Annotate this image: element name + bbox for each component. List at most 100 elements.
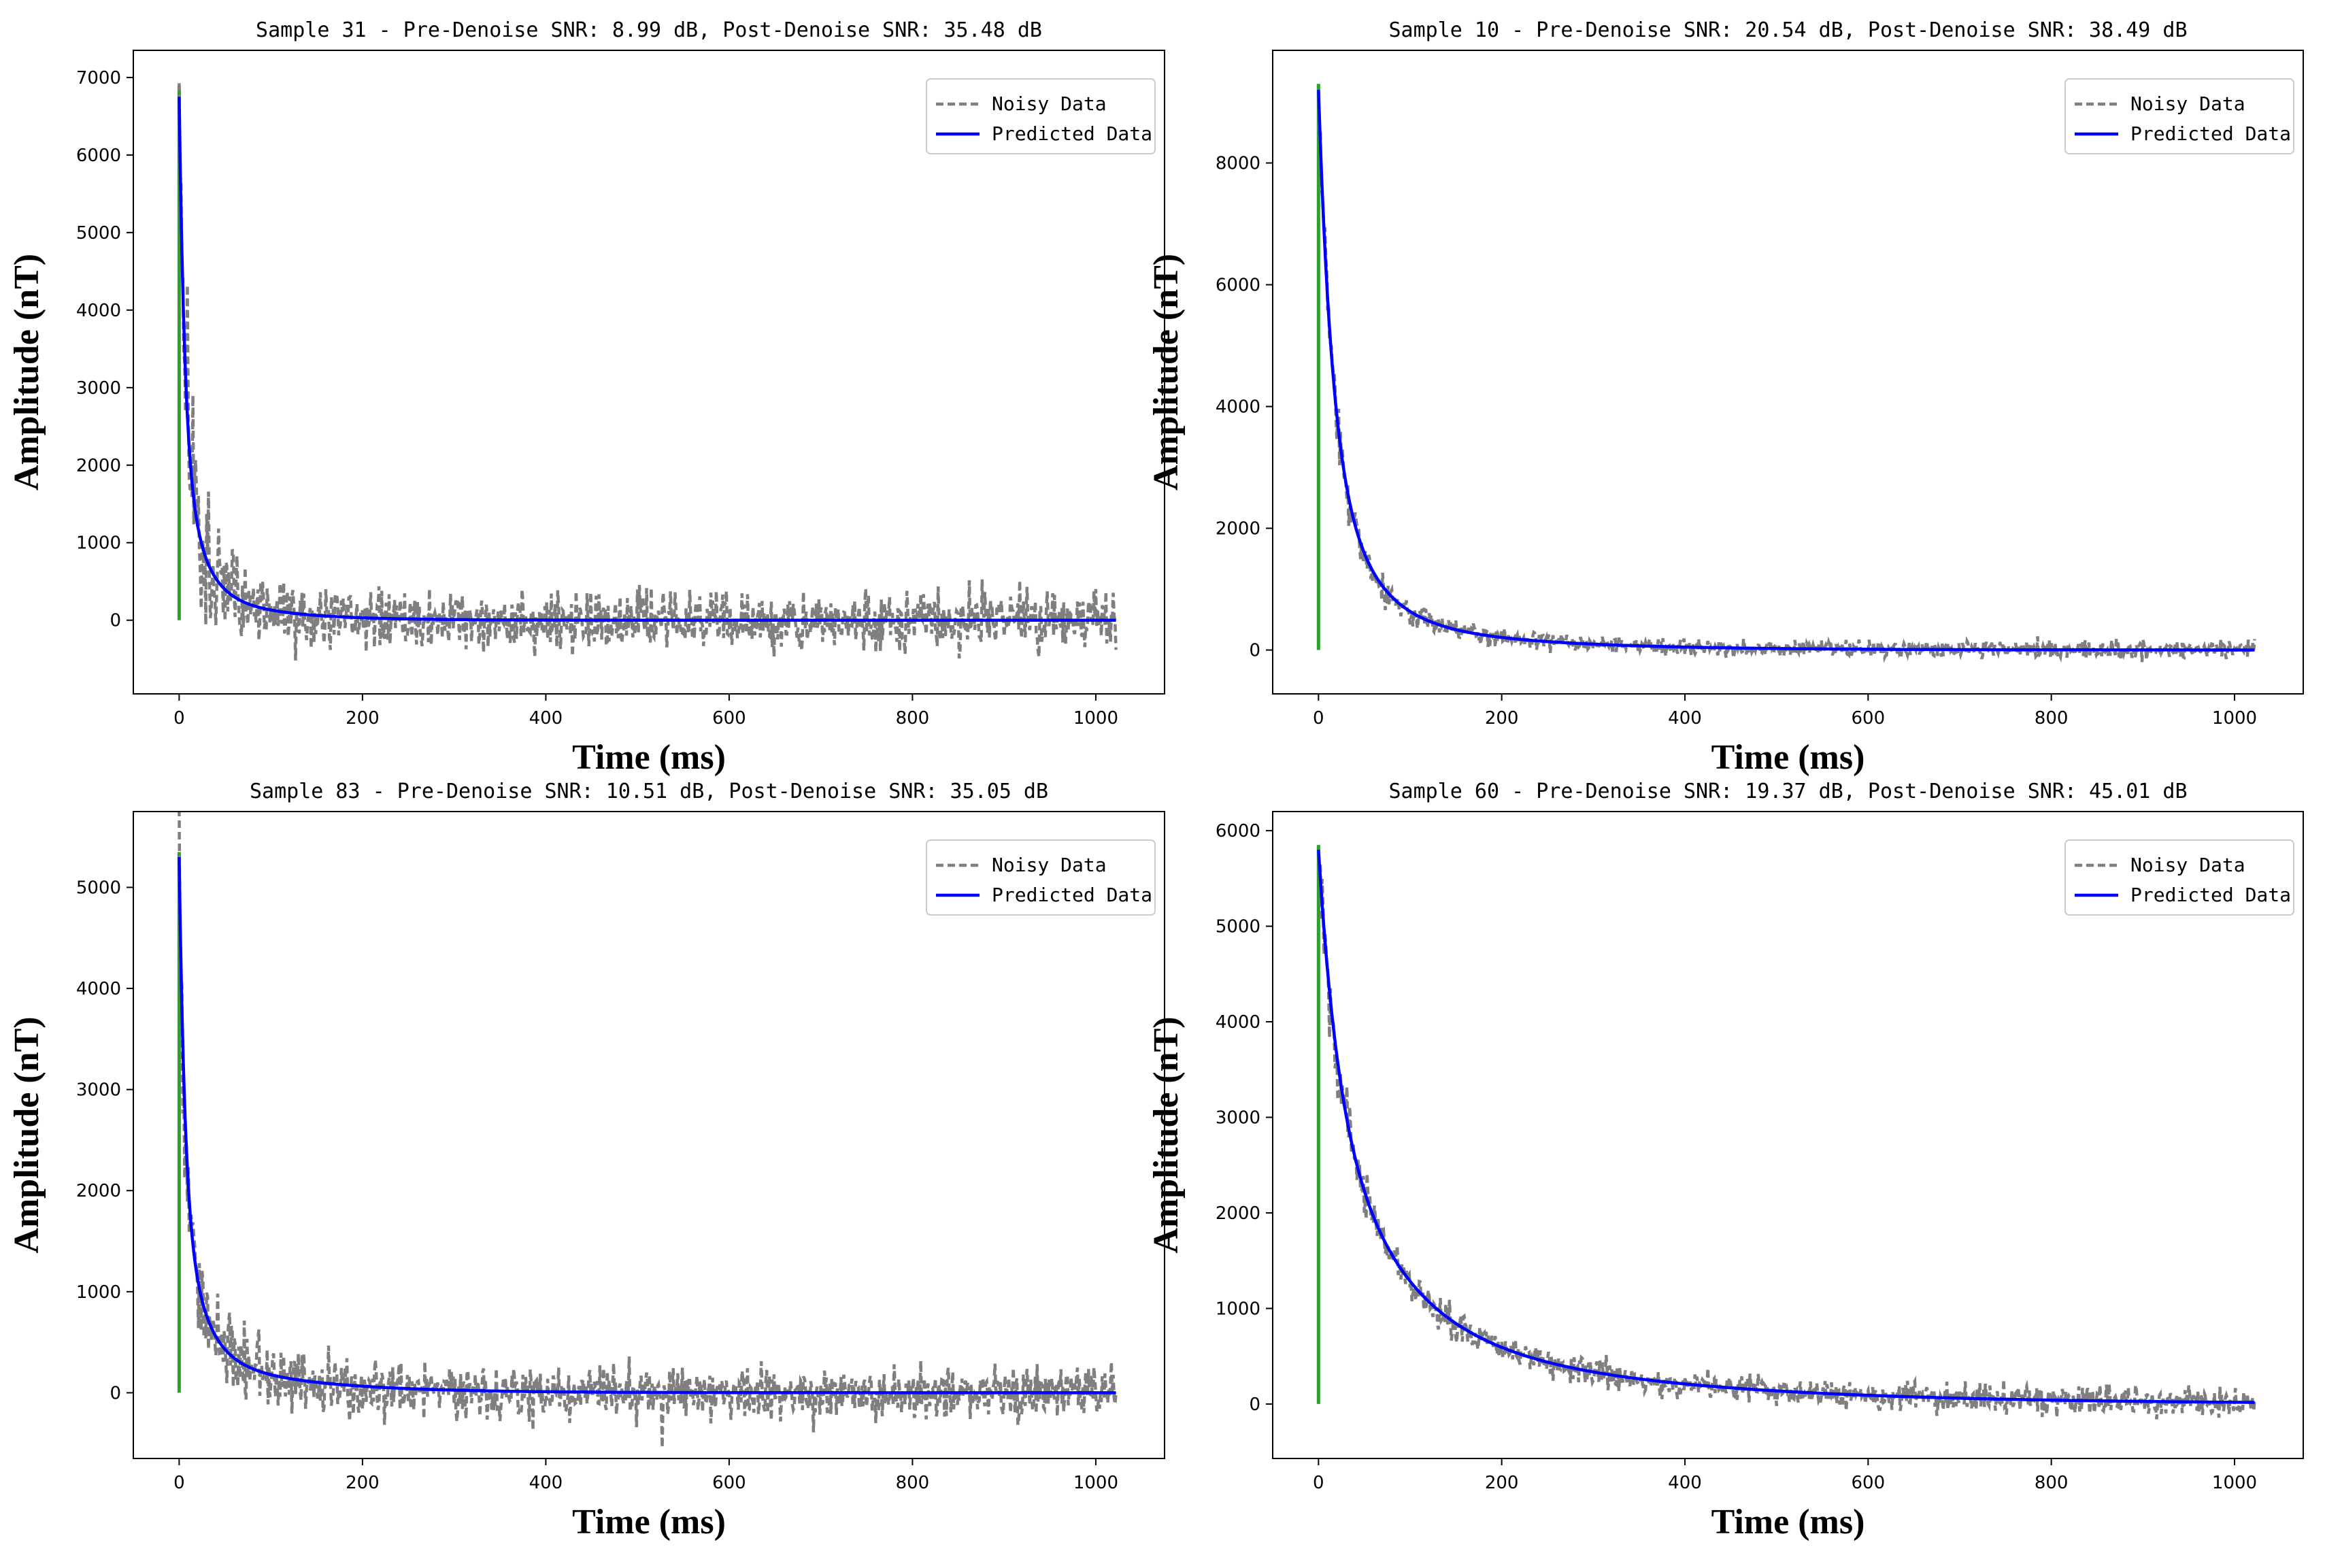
chart-title: Sample 60 - Pre-Denoise SNR: 19.37 dB, P… bbox=[1389, 780, 2188, 803]
x-tick-label: 400 bbox=[529, 1473, 563, 1493]
legend-box bbox=[2064, 78, 2294, 154]
y-tick-label: 4000 bbox=[76, 979, 121, 999]
y-tick-label: 6000 bbox=[1216, 821, 1260, 841]
x-tick-label: 200 bbox=[346, 1473, 380, 1493]
plot-area bbox=[1316, 845, 2256, 1420]
y-axis-label: Amplitude (nT) bbox=[1147, 254, 1186, 490]
y-tick-label: 2000 bbox=[76, 456, 121, 476]
noisy-data-series bbox=[1317, 858, 2256, 1420]
y-tick-label: 5000 bbox=[76, 878, 121, 898]
axes-frame bbox=[1272, 811, 2304, 1459]
y-tick-label: 4000 bbox=[1216, 397, 1260, 418]
y-tick-label: 0 bbox=[110, 1383, 121, 1403]
chart-panel-1: 0 200 400 600 800 1000 0 1000 2000 3000 4000 5000 60… bbox=[7, 18, 1165, 777]
y-tick-label: 0 bbox=[1249, 641, 1260, 661]
legend-label-noisy: Noisy Data bbox=[2130, 854, 2245, 876]
plot-area bbox=[177, 83, 1118, 661]
chart-title: Sample 83 - Pre-Denoise SNR: 10.51 dB, P… bbox=[250, 780, 1048, 803]
noisy-data-series bbox=[178, 83, 1118, 661]
chart-panel-4: 0 200 400 600 800 1000 0 1000 2000 3000 4000 5000 60… bbox=[1147, 780, 2304, 1541]
y-tick-label: 2000 bbox=[1216, 1203, 1260, 1224]
x-tick-label: 1000 bbox=[1073, 708, 1118, 729]
legend: Noisy Data Predicted Data bbox=[926, 839, 1156, 916]
x-tick-label: 600 bbox=[1852, 708, 1886, 729]
axes-frame bbox=[133, 811, 1165, 1459]
y-tick-label: 1000 bbox=[1216, 1299, 1260, 1319]
legend-label-predicted: Predicted Data bbox=[2130, 122, 2291, 145]
y-tick-label: 3000 bbox=[76, 378, 121, 399]
y-tick-label: 6000 bbox=[76, 146, 121, 166]
x-tick-label: 0 bbox=[1313, 708, 1324, 729]
x-tick-label: 800 bbox=[896, 1473, 930, 1493]
legend-label-noisy: Noisy Data bbox=[992, 854, 1107, 876]
x-axis-label: Time (ms) bbox=[572, 738, 726, 777]
y-tick-label: 0 bbox=[1249, 1395, 1260, 1415]
x-tick-label: 800 bbox=[896, 708, 930, 729]
x-axis-label: Time (ms) bbox=[1711, 738, 1865, 777]
x-tick-label: 0 bbox=[1313, 1473, 1324, 1493]
legend-label-predicted: Predicted Data bbox=[2130, 884, 2291, 906]
chart-panel-3: 0 200 400 600 800 1000 0 1000 2000 3000 4000 5000 Sa… bbox=[7, 780, 1165, 1541]
predicted-data-series bbox=[178, 856, 1116, 1395]
x-tick-label: 1000 bbox=[2212, 708, 2257, 729]
x-tick-label: 200 bbox=[346, 708, 380, 729]
x-tick-label: 0 bbox=[173, 1473, 185, 1493]
chart-panel-2: 0 200 400 600 800 1000 0 2000 4000 6000 8000 Sample… bbox=[1147, 18, 2304, 777]
y-tick-label: 5000 bbox=[76, 223, 121, 244]
plot-area bbox=[177, 812, 1118, 1448]
y-tick-label: 4000 bbox=[76, 301, 121, 321]
legend-box bbox=[926, 839, 1156, 916]
y-tick-label: 3000 bbox=[1216, 1108, 1260, 1129]
x-tick-label: 200 bbox=[1485, 1473, 1519, 1493]
y-axis-label: Amplitude (nT) bbox=[1147, 1016, 1186, 1253]
y-tick-label: 7000 bbox=[76, 68, 121, 88]
legend-label-noisy: Noisy Data bbox=[2130, 93, 2245, 115]
x-tick-label: 400 bbox=[1668, 708, 1702, 729]
x-tick-label: 800 bbox=[2035, 1473, 2069, 1493]
noisy-data-series bbox=[178, 812, 1118, 1448]
legend: Noisy Data Predicted Data bbox=[926, 78, 1156, 154]
y-tick-label: 2000 bbox=[76, 1181, 121, 1201]
legend-box bbox=[2064, 839, 2294, 916]
chart-title: Sample 10 - Pre-Denoise SNR: 20.54 dB, P… bbox=[1389, 18, 2188, 42]
noisy-data-series bbox=[1317, 98, 2256, 663]
x-tick-label: 600 bbox=[1852, 1473, 1886, 1493]
x-tick-label: 400 bbox=[1668, 1473, 1702, 1493]
x-axis-label: Time (ms) bbox=[1711, 1503, 1865, 1541]
legend: Noisy Data Predicted Data bbox=[2064, 78, 2294, 154]
x-tick-label: 600 bbox=[712, 708, 746, 729]
chart-title: Sample 31 - Pre-Denoise SNR: 8.99 dB, Po… bbox=[256, 18, 1042, 42]
legend-label-predicted: Predicted Data bbox=[992, 884, 1152, 906]
x-tick-label: 1000 bbox=[1073, 1473, 1118, 1493]
y-tick-label: 5000 bbox=[1216, 917, 1260, 937]
y-tick-label: 1000 bbox=[76, 1282, 121, 1303]
axes-frame bbox=[1272, 50, 2304, 695]
legend-label-noisy: Noisy Data bbox=[992, 93, 1107, 115]
y-tick-label: 8000 bbox=[1216, 154, 1260, 174]
x-axis-label: Time (ms) bbox=[572, 1503, 726, 1541]
y-axis-label: Amplitude (nT) bbox=[7, 1016, 46, 1253]
x-tick-label: 800 bbox=[2035, 708, 2069, 729]
x-tick-label: 400 bbox=[529, 708, 563, 729]
y-tick-label: 6000 bbox=[1216, 276, 1260, 296]
axes-frame bbox=[133, 50, 1165, 695]
predicted-data-series bbox=[178, 97, 1116, 622]
y-axis-label: Amplitude (nT) bbox=[7, 254, 46, 490]
y-tick-label: 3000 bbox=[76, 1080, 121, 1101]
y-tick-label: 1000 bbox=[76, 533, 121, 554]
legend-box bbox=[926, 78, 1156, 154]
plot-area bbox=[1316, 84, 2256, 663]
predicted-data-series bbox=[1317, 90, 2255, 652]
y-tick-label: 0 bbox=[110, 611, 121, 631]
x-tick-label: 0 bbox=[173, 708, 185, 729]
y-tick-label: 2000 bbox=[1216, 519, 1260, 539]
x-tick-label: 200 bbox=[1485, 708, 1519, 729]
legend-label-predicted: Predicted Data bbox=[992, 122, 1152, 145]
y-tick-label: 4000 bbox=[1216, 1012, 1260, 1033]
legend: Noisy Data Predicted Data bbox=[2064, 839, 2294, 916]
x-tick-label: 600 bbox=[712, 1473, 746, 1493]
x-tick-label: 1000 bbox=[2212, 1473, 2257, 1493]
predicted-data-series bbox=[1317, 850, 2255, 1404]
